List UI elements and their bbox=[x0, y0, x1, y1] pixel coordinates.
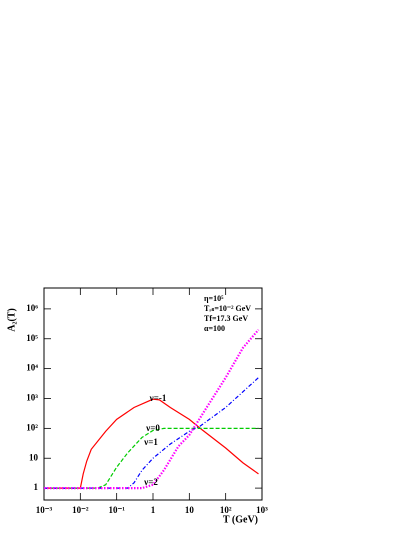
parameter-text: Tf=17.3 GeV bbox=[204, 314, 248, 323]
x-tick-label: 10² bbox=[220, 505, 232, 515]
parameter-text: α=100 bbox=[204, 324, 225, 333]
x-tick-label: 10⁻³ bbox=[36, 505, 53, 515]
y-tick-label: 10 bbox=[29, 452, 39, 462]
curve-label: ν=2 bbox=[143, 477, 158, 487]
curve-label: ν=1 bbox=[143, 437, 158, 447]
parameter-text: η=10⁵ bbox=[204, 294, 224, 303]
series-line bbox=[44, 329, 260, 490]
series-line bbox=[44, 377, 259, 489]
y-tick-label: 10⁶ bbox=[26, 303, 38, 313]
x-tick-label: 10⁻² bbox=[72, 505, 89, 515]
x-tick-label: 10 bbox=[185, 505, 195, 515]
x-tick-label: 1 bbox=[151, 505, 156, 515]
parameter-text: Tᵣₛ=10⁻² GeV bbox=[204, 304, 251, 313]
curve-label: ν=0 bbox=[145, 423, 160, 433]
y-tick-label: 10³ bbox=[26, 393, 38, 403]
x-tick-label: 10³ bbox=[256, 505, 268, 515]
y-tick-label: 10⁴ bbox=[26, 363, 38, 373]
y-tick-label: 10⁵ bbox=[26, 333, 38, 343]
x-axis-label: T (GeV) bbox=[223, 514, 258, 525]
curve-label: ν=-1 bbox=[149, 393, 167, 403]
series-line bbox=[44, 398, 259, 489]
y-tick-label: 1 bbox=[34, 482, 39, 492]
x-tick-label: 10⁻¹ bbox=[108, 505, 125, 515]
y-tick-label: 10² bbox=[26, 422, 38, 432]
y-axis-label: A₂(T) bbox=[6, 308, 17, 332]
series-line bbox=[44, 427, 259, 489]
